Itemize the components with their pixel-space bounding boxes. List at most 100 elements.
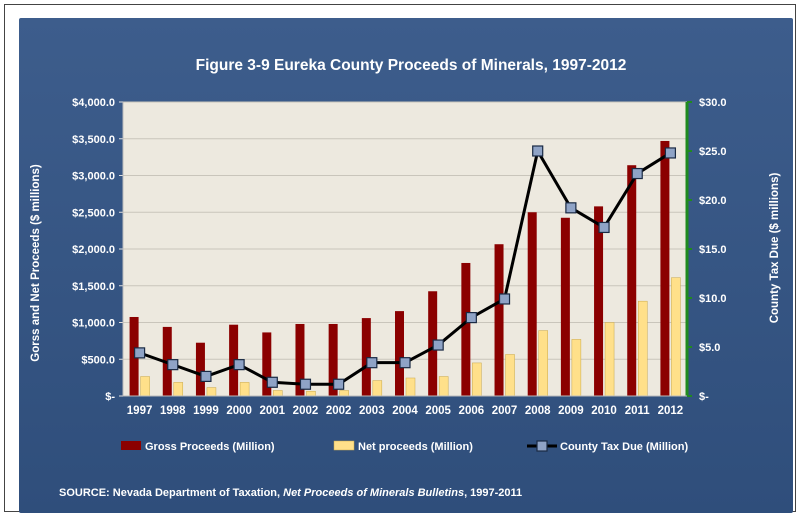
legend-marker	[536, 440, 548, 452]
left-tick-label: $1,000.0	[72, 318, 115, 330]
x-tick-label: 2000	[226, 405, 252, 417]
net-bar	[173, 382, 184, 397]
chart-frame: Figure 3-9 Eureka County Proceeds of Min…	[4, 4, 796, 513]
source-prefix: SOURCE: Nevada Department of Taxation,	[59, 487, 283, 499]
left-axis-title: Gorss and Net Proceeds ($ millions)	[30, 164, 42, 362]
gross-bar	[195, 342, 205, 396]
tax-point	[333, 378, 345, 390]
left-tick-label: $4,000.0	[72, 97, 115, 109]
x-tick-label: 1998	[160, 405, 186, 417]
legend-swatch	[121, 441, 141, 450]
chart-panel: Figure 3-9 Eureka County Proceeds of Min…	[19, 18, 793, 513]
tax-point	[233, 359, 245, 371]
x-tick-label: 2009	[558, 405, 584, 417]
tax-point	[465, 312, 477, 324]
x-tick-label: 2002	[293, 405, 319, 417]
net-bar	[372, 380, 383, 397]
tax-point	[266, 376, 278, 388]
x-tick-label: 2006	[459, 405, 485, 417]
net-bar	[505, 354, 515, 397]
gross-bar	[395, 311, 404, 396]
right-tick-label: $5.0	[699, 342, 720, 354]
gross-bar	[361, 318, 371, 396]
x-tick-label: 2012	[658, 405, 684, 417]
gross-bar	[560, 217, 570, 396]
right-axis: $- $5.0 $10.0 $15.0 $20.0 $25.0 $30.0	[685, 97, 727, 403]
legend-label: Net proceeds (Million)	[358, 441, 473, 453]
net-bar	[239, 382, 250, 397]
chart-title: Figure 3-9 Eureka County Proceeds of Min…	[196, 57, 627, 74]
net-bar	[405, 377, 416, 397]
net-bar	[306, 390, 316, 397]
legend: Gross Proceeds (Million) Net proceeds (Mi…	[121, 440, 688, 453]
x-tick-label: 2007	[492, 405, 518, 417]
net-bar	[637, 300, 648, 397]
left-tick-label: $-	[105, 391, 115, 403]
gross-bar	[527, 212, 537, 396]
right-tick-label: $10.0	[699, 293, 727, 305]
gross-bar	[494, 244, 504, 396]
right-tick-label: $15.0	[699, 244, 727, 256]
x-tick-label: 1999	[193, 405, 219, 417]
tax-point	[366, 357, 378, 369]
left-tick-label: $3,000.0	[72, 171, 115, 183]
tax-point	[498, 293, 511, 305]
x-tick-label: 2001	[259, 405, 285, 417]
left-tick-label: $1,500.0	[72, 281, 115, 293]
tax-point	[565, 202, 577, 214]
net-bar	[604, 322, 615, 397]
net-bar	[206, 387, 217, 397]
legend-swatch	[333, 440, 355, 451]
x-tick-label: 2002	[326, 405, 352, 417]
x-tick-label: 2005	[425, 405, 451, 417]
tax-point	[631, 167, 643, 180]
tax-point	[133, 347, 146, 359]
net-bar	[538, 330, 548, 397]
left-axis: $- $500.0 $1,000.0 $1,500.0 $2,000.0 $2,500.0…	[72, 97, 124, 403]
source-suffix: , 1997-2011	[464, 487, 522, 499]
tax-point	[664, 147, 677, 159]
net-bar	[571, 339, 582, 397]
net-bar	[671, 277, 681, 397]
net-bar	[472, 362, 482, 397]
left-tick-label: $2,000.0	[72, 244, 115, 256]
chart-svg: Figure 3-9 Eureka County Proceeds of Min…	[30, 57, 781, 499]
net-bar	[438, 376, 449, 397]
county-tax-line	[133, 145, 677, 390]
source-note: SOURCE: Nevada Department of Taxation, N…	[59, 487, 522, 499]
tax-point	[200, 370, 212, 382]
x-tick-label: 2004	[392, 405, 418, 417]
legend-label: County Tax Due (Million)	[560, 441, 688, 453]
x-tick-label: 2008	[525, 405, 551, 417]
tax-point	[399, 357, 411, 369]
gross-bar	[262, 332, 272, 396]
gross-bar	[461, 262, 471, 396]
gross-bar	[594, 206, 604, 396]
gross-bar	[627, 165, 637, 396]
left-tick-label: $500.0	[81, 354, 115, 366]
right-tick-label: $30.0	[699, 97, 727, 109]
legend-label: Gross Proceeds (Million)	[145, 441, 275, 453]
right-axis-title: County Tax Due ($ millions)	[769, 173, 781, 324]
x-tick-label: 2003	[359, 405, 385, 417]
net-bar	[273, 390, 283, 397]
source-italic: Net Proceeds of Minerals Bulletins	[283, 487, 464, 499]
tax-point	[167, 359, 179, 371]
x-tick-label: 2011	[625, 405, 651, 417]
tax-point	[299, 378, 312, 390]
right-tick-label: $-	[699, 391, 709, 403]
gross-bar	[660, 140, 670, 396]
gross-bar	[295, 323, 305, 396]
net-bar	[339, 390, 349, 397]
right-tick-label: $25.0	[699, 146, 727, 158]
x-axis: 1997 1998 1999 2000 2001 2002 2002 2003 2004 2005…	[123, 395, 687, 417]
tax-point	[532, 145, 544, 157]
tax-point	[432, 339, 444, 351]
tax-point	[598, 221, 610, 234]
left-tick-label: $3,500.0	[72, 134, 115, 146]
right-tick-label: $20.0	[699, 195, 727, 207]
left-tick-label: $2,500.0	[72, 207, 115, 219]
x-tick-label: 1997	[127, 405, 153, 417]
grid-lines	[123, 101, 687, 360]
gross-bar	[328, 323, 338, 396]
